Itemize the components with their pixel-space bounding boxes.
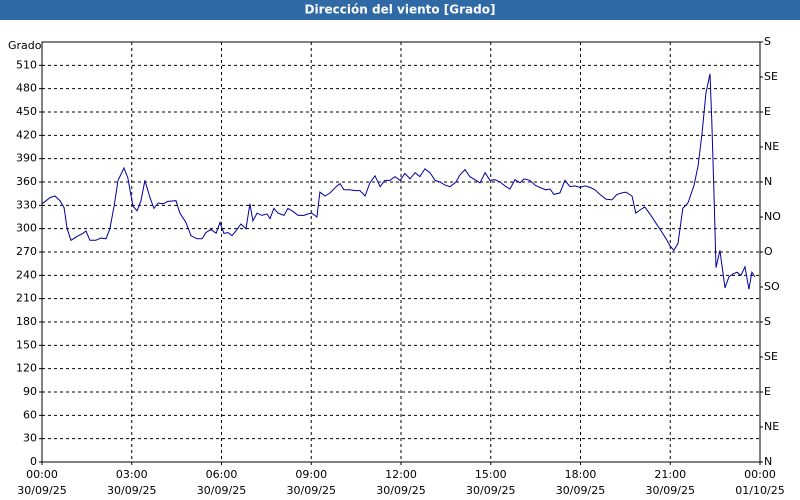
- x-tick-date: 30/09/25: [376, 484, 425, 497]
- y-tick-label: 150: [16, 338, 37, 351]
- x-tick-date: 30/09/25: [646, 484, 695, 497]
- y2-tick-label: SO: [764, 280, 780, 293]
- y-tick-label: 120: [16, 362, 37, 375]
- x-tick-date: 30/09/25: [287, 484, 336, 497]
- y2-tick-label: O: [764, 245, 773, 258]
- y-axis-label: Grado: [8, 39, 42, 52]
- x-tick-date: 01/10/25: [735, 484, 784, 497]
- y-tick-label: 420: [16, 128, 37, 141]
- y2-tick-label: S: [764, 35, 771, 48]
- y2-tick-label: NO: [764, 210, 781, 223]
- y-tick-label: 60: [23, 408, 37, 421]
- y-tick-label: 360: [16, 175, 37, 188]
- y2-tick-label: N: [764, 455, 772, 468]
- x-tick-label: 03:00: [116, 468, 148, 481]
- x-tick-date: 30/09/25: [107, 484, 156, 497]
- x-tick-label: 00:00: [26, 468, 58, 481]
- x-tick-label: 21:00: [654, 468, 686, 481]
- y-tick-label: 330: [16, 198, 37, 211]
- title-bar: [0, 0, 800, 20]
- x-tick-date: 30/09/25: [17, 484, 66, 497]
- y2-tick-label: NE: [764, 420, 779, 433]
- x-tick-date: 30/09/25: [197, 484, 246, 497]
- x-tick-label: 09:00: [295, 468, 327, 481]
- y-tick-label: 300: [16, 222, 37, 235]
- y-tick-label: 240: [16, 268, 37, 281]
- x-tick-label: 18:00: [565, 468, 597, 481]
- plot-frame: [41, 41, 761, 463]
- y-tick-label: 270: [16, 245, 37, 258]
- x-tick-label: 00:00: [744, 468, 776, 481]
- y-tick-label: 390: [16, 152, 37, 165]
- y2-tick-label: S: [764, 315, 771, 328]
- x-tick-label: 06:00: [206, 468, 238, 481]
- y2-tick-label: N: [764, 175, 772, 188]
- y2-tick-label: SE: [764, 70, 778, 83]
- y2-tick-label: E: [764, 105, 771, 118]
- y-tick-label: 480: [16, 82, 37, 95]
- y-tick-label: 30: [23, 432, 37, 445]
- y2-tick-label: NE: [764, 140, 779, 153]
- y-tick-label: 210: [16, 292, 37, 305]
- data-line: [41, 73, 756, 290]
- y2-tick-label: SE: [764, 350, 778, 363]
- x-tick-label: 12:00: [385, 468, 417, 481]
- y-tick-label: 450: [16, 105, 37, 118]
- y-tick-label: 0: [30, 455, 37, 468]
- x-tick-date: 30/09/25: [466, 484, 515, 497]
- y-tick-label: 90: [23, 385, 37, 398]
- y2-tick-label: E: [764, 385, 771, 398]
- y-tick-label: 510: [16, 58, 37, 71]
- chart-title: Dirección del viento [Grado]: [305, 3, 496, 17]
- y-tick-label: 180: [16, 315, 37, 328]
- x-tick-label: 15:00: [475, 468, 507, 481]
- x-tick-date: 30/09/25: [556, 484, 605, 497]
